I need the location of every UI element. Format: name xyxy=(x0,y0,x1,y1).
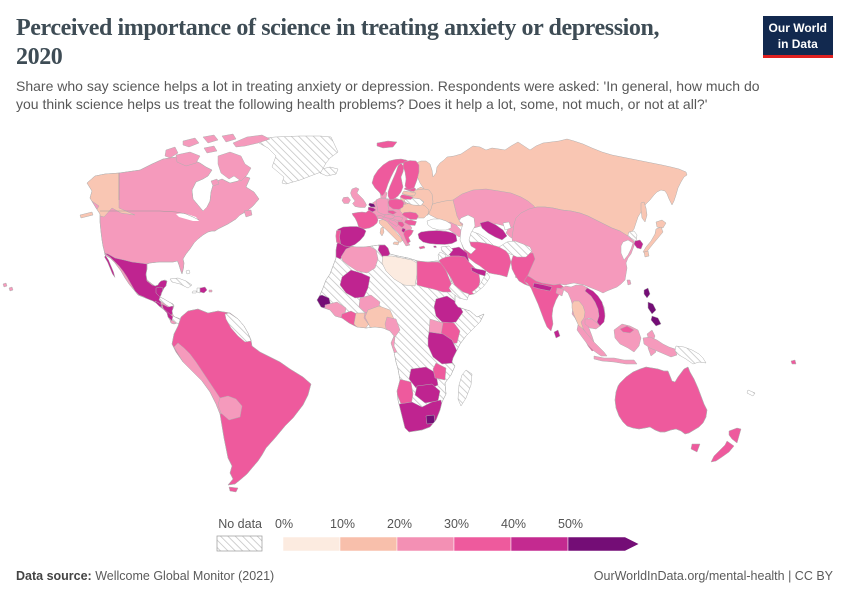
svg-text:40%: 40% xyxy=(501,517,526,531)
svg-text:No data: No data xyxy=(218,517,262,531)
svg-text:20%: 20% xyxy=(387,517,412,531)
svg-text:30%: 30% xyxy=(444,517,469,531)
svg-text:50%: 50% xyxy=(558,517,583,531)
svg-text:10%: 10% xyxy=(330,517,355,531)
svg-text:0%: 0% xyxy=(275,517,293,531)
